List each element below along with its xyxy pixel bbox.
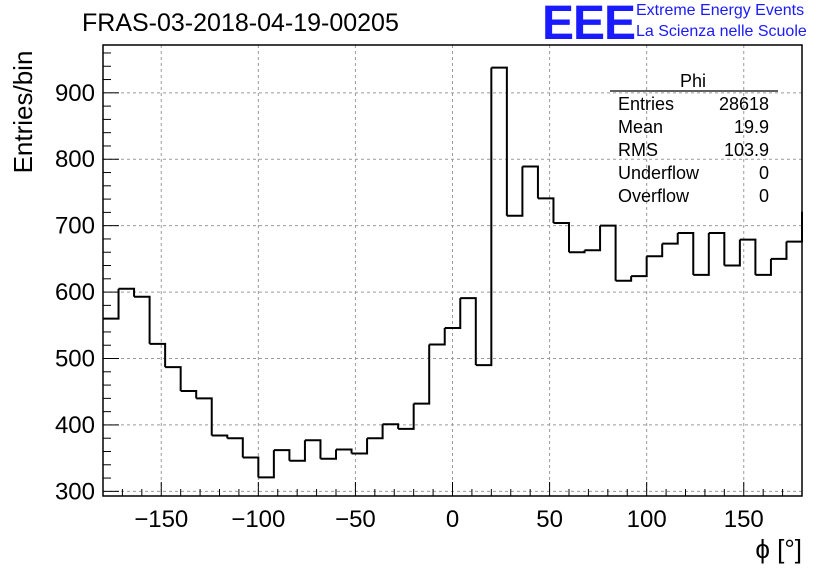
y-axis-label: Entries/bin (8, 51, 38, 174)
stats-row-value: 103.9 (724, 140, 769, 160)
histogram-bin (429, 327, 446, 346)
histogram-bin (273, 449, 291, 461)
histogram-bin (677, 231, 695, 275)
logo-line-2: La Scienza nelle Scuole (636, 23, 807, 40)
y-tick-label: 800 (55, 146, 95, 173)
histogram-bin (708, 231, 726, 266)
histogram-bin (460, 297, 477, 366)
histogram-bin (491, 66, 508, 216)
stats-row-label: RMS (618, 140, 658, 160)
x-axis-label: ϕ [°] (755, 534, 802, 564)
y-tick-label: 500 (55, 346, 95, 373)
histogram-bin (522, 165, 539, 199)
histogram-bin (693, 232, 710, 276)
histogram-bin (631, 256, 648, 278)
histogram-bin (180, 390, 198, 399)
stats-row-label: Entries (618, 94, 674, 114)
stats-title: Phi (680, 71, 706, 91)
stats-row-label: Overflow (618, 186, 690, 206)
histogram-bin (165, 366, 182, 392)
histogram-bin (662, 232, 679, 245)
axis-ticks (103, 52, 784, 496)
histogram-bin (149, 342, 167, 368)
histogram-bins (103, 66, 803, 479)
histogram-bin (553, 222, 570, 253)
histogram-bin (739, 238, 757, 275)
y-tick-label: 900 (55, 80, 95, 107)
histogram-bin (475, 67, 493, 367)
logo-line-1: Extreme Energy Events (636, 2, 805, 19)
stats-row-value: 19.9 (734, 117, 769, 137)
histogram-bin (336, 448, 353, 454)
histogram-bin (569, 250, 586, 254)
x-tick-label: 0 (446, 506, 459, 533)
page-title: FRAS-03-2018-04-19-00205 (82, 9, 399, 37)
histogram-bin (724, 239, 741, 267)
y-tick-label: 300 (55, 478, 95, 505)
y-tick-label: 600 (55, 279, 95, 306)
tick-labels: −150 −100 −50 0 50 100 150 300 400 500 600 700 800 90… (55, 80, 764, 533)
x-tick-label: −50 (335, 506, 376, 533)
histogram-bin (770, 241, 788, 260)
x-tick-label: −100 (231, 506, 285, 533)
grid-lines (103, 45, 802, 496)
histogram-bin (398, 403, 415, 430)
histogram-bin (600, 224, 617, 281)
x-tick-label: 50 (536, 506, 563, 533)
histogram-bin (227, 437, 244, 458)
histogram-bin (444, 298, 462, 329)
histogram-bin (584, 225, 602, 252)
stats-row-label: Underflow (618, 163, 700, 183)
histogram-bin (351, 438, 369, 455)
histogram-bin (615, 276, 633, 282)
y-tick-label: 700 (55, 213, 95, 240)
histogram-bin (304, 439, 322, 459)
histogram-bin (103, 288, 120, 320)
stats-row-value: 0 (759, 163, 769, 183)
stats-row-value: 28618 (719, 94, 769, 114)
histogram-bin (367, 424, 384, 440)
histogram-bin (196, 397, 213, 436)
histogram-bin (118, 287, 136, 297)
histogram-bin (242, 456, 260, 478)
stats-box: Phi Entries 28618 Mean 19.9 RMS 103.9 Underflo… (610, 71, 778, 206)
stats-row-value: 0 (759, 186, 769, 206)
histogram-bin (755, 258, 772, 276)
y-tick-label: 400 (55, 412, 95, 439)
x-tick-label: 150 (724, 506, 764, 533)
histogram-bin (320, 449, 337, 460)
histogram-bin (289, 440, 306, 462)
histogram-bin (211, 434, 229, 439)
histogram-bin (134, 295, 151, 344)
eee-logo: EEE (542, 0, 636, 50)
histogram-bin (258, 450, 275, 479)
histogram-bin (506, 166, 524, 217)
x-tick-label: 100 (627, 506, 667, 533)
histogram-bin (537, 197, 555, 224)
x-tick-label: −150 (134, 506, 188, 533)
histogram-bin (413, 344, 431, 405)
histogram-bin (382, 423, 400, 429)
stats-row-label: Mean (618, 117, 663, 137)
histogram-bin (646, 243, 664, 258)
histogram-bin (786, 211, 803, 243)
